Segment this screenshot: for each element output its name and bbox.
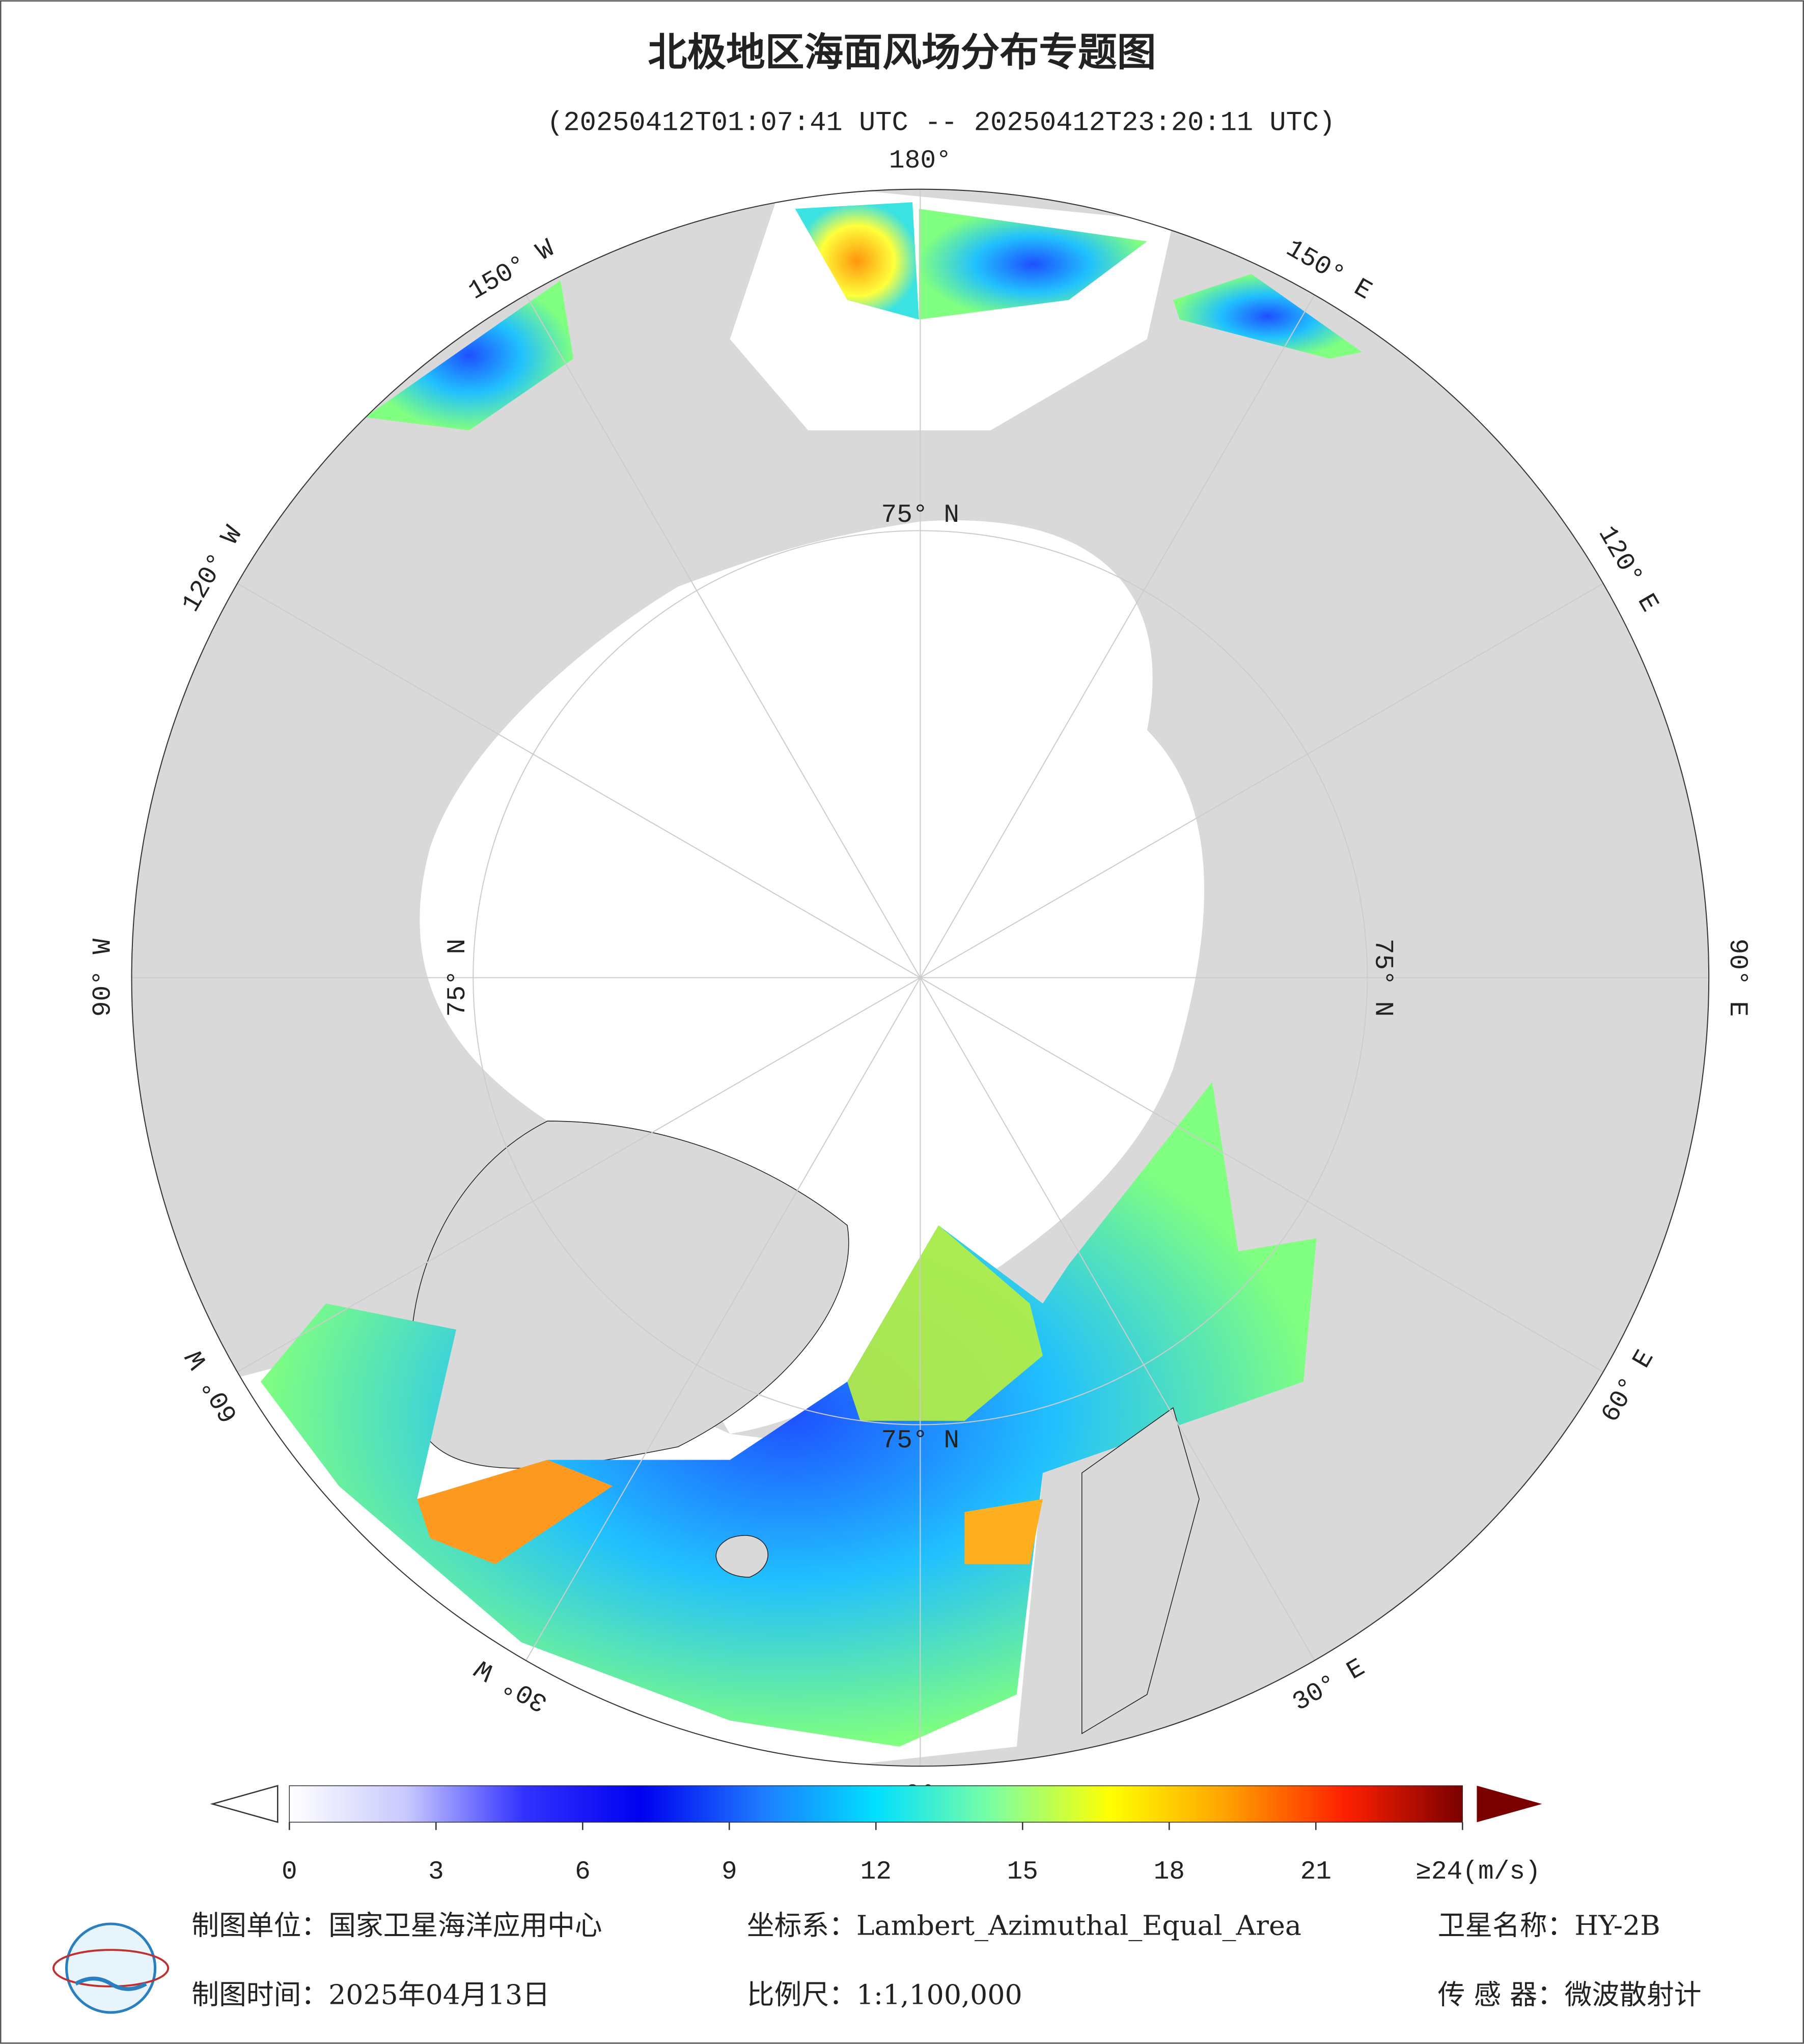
colorbar-tick-label: 9 (721, 1857, 737, 1887)
colorbar-tick-label: ≥24(m/s) (1416, 1857, 1541, 1887)
lat-label: 75° N (881, 500, 960, 530)
title: 北极地区海面风场分布专题图 (648, 30, 1156, 75)
lat-label: 75° N (1368, 939, 1398, 1017)
wind-field (417, 1460, 613, 1564)
subtitle: (20250412T01:07:41 UTC -- 20250412T23:20… (547, 107, 1335, 138)
lon-label: 180° (889, 146, 952, 176)
wind-field (795, 202, 919, 320)
lon-label: 90° E (1723, 939, 1752, 1017)
footer-scale: 比例尺：1:1,100,000 (747, 1978, 1022, 2010)
meridian (920, 583, 1604, 978)
iceland (715, 1535, 768, 1578)
colorbar-tick-label: 3 (428, 1857, 444, 1887)
colorbar-tick-label: 12 (861, 1857, 892, 1887)
colorbar-tick-label: 6 (575, 1857, 591, 1887)
footer-crs: 坐标系：Lambert_Azimuthal_Equal_Area (747, 1910, 1301, 1942)
logo (52, 1922, 170, 2014)
meridian (920, 977, 1604, 1373)
meridian (920, 294, 1315, 978)
colorbar-tick-label: 0 (282, 1857, 297, 1887)
footer-sensor: 传 感 器：微波散射计 (1438, 1978, 1702, 2010)
logo-circle (65, 1922, 157, 2014)
logo-wave (74, 1976, 147, 1991)
wind-field (365, 280, 574, 431)
meridian (237, 977, 921, 1373)
colorbar-tick-label: 15 (1007, 1857, 1038, 1887)
meridian (525, 294, 921, 978)
wind-field (964, 1499, 1043, 1564)
colorbar-under (210, 1784, 279, 1824)
footer-satellite: 卫星名称：HY-2B (1438, 1910, 1660, 1942)
colorbar-tick-label: 18 (1154, 1857, 1185, 1887)
wind-field (260, 1082, 1317, 1747)
meridian (525, 977, 921, 1661)
footer-unit: 制图单位：国家卫星海洋应用中心 (191, 1910, 602, 1942)
scandinavia (1081, 1407, 1200, 1734)
colorbar-tick-label: 21 (1300, 1857, 1331, 1887)
wind-field (1173, 274, 1363, 359)
colorbar (289, 1785, 1463, 1823)
map-border (131, 188, 1710, 1767)
logo-orbit (52, 1949, 170, 1987)
lat-label: 75° N (881, 1426, 960, 1455)
lon-label: 90° W (89, 938, 118, 1017)
wind-field (847, 1225, 1043, 1421)
meridian (920, 977, 1315, 1661)
greenland (410, 1121, 849, 1469)
lat-label: 75° N (443, 939, 473, 1017)
map (131, 189, 1709, 1767)
colorbar-over (1477, 1785, 1542, 1823)
meridian (237, 583, 921, 978)
wind-field (919, 209, 1147, 320)
footer-date: 制图时间：2025年04月13日 (191, 1978, 550, 2010)
